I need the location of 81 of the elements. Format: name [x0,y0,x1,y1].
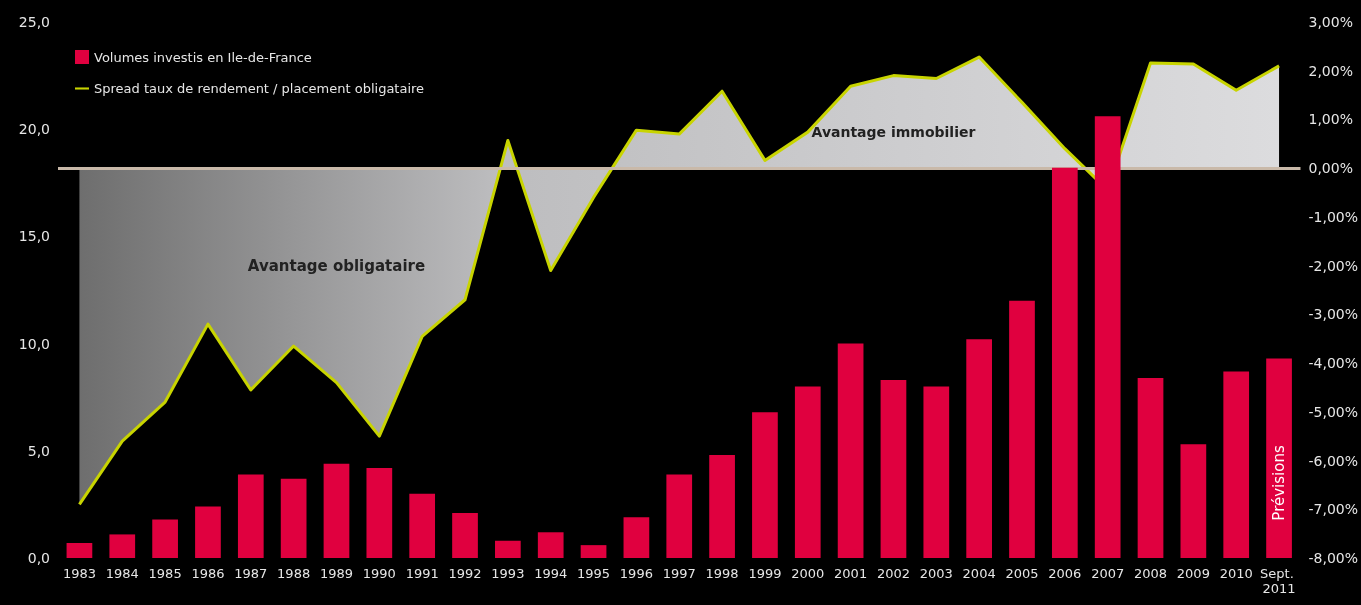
x-tick-label: 2009 [1176,566,1210,581]
bar [195,506,221,558]
x-tick-label: 1996 [619,566,653,581]
y-tick-label: 0,0 [27,550,50,566]
bar [280,478,307,558]
x-tick-label: 2007 [1091,566,1125,581]
bar [623,517,650,558]
bar [880,380,907,558]
x-tick-label: 1993 [491,566,525,581]
bar [666,474,693,558]
y2-tick-label: -5,00% [1308,403,1358,420]
bar [537,532,564,558]
x-tick-label: 1989 [319,566,354,581]
y2-tick-label: -6,00% [1308,452,1358,469]
x-tick-label: Sept. 2011 [1260,566,1298,596]
y-tick-label: 5,0 [27,442,50,459]
bar [1137,377,1164,558]
x-tick-label: 1998 [705,566,739,581]
bar [366,467,393,558]
bar [1009,300,1035,558]
x-tick-label: 2000 [791,566,825,581]
x-tick-label: 2008 [1133,566,1168,581]
y2-tick-label: -2,00% [1308,257,1358,274]
annotation: Avantage immobilier [811,123,976,140]
x-tick-label: 1988 [277,566,311,581]
bar [66,542,93,558]
y2-tick-label: 3,00% [1308,14,1353,30]
legend-label: Spread taux de rendement / placement obligataire [94,81,425,96]
bar [152,519,178,558]
y-tick-label: 15,0 [18,228,50,245]
y-tick-label: 10,0 [18,335,50,352]
y2-tick-label: -3,00% [1308,306,1358,323]
x-tick-label: 2010 [1219,566,1253,581]
x-tick-label: 1990 [362,566,396,581]
y2-tick-label: -7,00% [1308,501,1358,518]
bar [966,339,992,558]
x-tick-label: 2006 [1048,566,1082,581]
y2-tick-label: 0,00% [1308,160,1353,177]
bar [495,540,521,558]
x-tick-label: 1983 [62,566,96,581]
y2-tick-label: -4,00% [1308,355,1358,372]
x-tick-label: 1986 [191,566,225,581]
annotation: Avantage obligataire [247,256,426,275]
bar [409,493,436,558]
bar [1266,358,1292,558]
y2-tick-label: 1,00% [1308,111,1353,128]
bar [794,386,821,558]
bar [1223,371,1250,558]
x-tick-label: 1997 [662,566,696,581]
x-tick-label: 2004 [962,566,996,581]
x-tick-label: 2001 [834,566,868,581]
bar [923,386,950,558]
y2-tick-label: -8,00% [1308,550,1358,566]
bar [709,455,735,558]
bar [452,512,478,558]
bar [1094,116,1121,558]
y-tick-label: 20,0 [18,121,50,138]
bar [109,534,136,558]
y-tick-label: 25,0 [18,14,50,30]
bar [1180,444,1207,558]
bar [752,412,778,558]
x-tick-label: 1984 [105,566,139,581]
x-tick-label: 1987 [234,566,268,581]
x-tick-label: 2005 [1005,566,1039,581]
x-tick-label: 2002 [876,566,910,581]
x-tick-label: 2003 [919,566,953,581]
x-tick-label: 1992 [448,566,482,581]
bar [1051,167,1078,558]
bar [580,545,607,558]
x-tick-label: 1991 [405,566,439,581]
x-tick-label: 1999 [748,566,782,581]
x-tick-label: 1995 [577,566,611,581]
bar [237,474,264,558]
legend-label: Volumes investis en Ile-de-France [94,49,312,65]
y2-tick-label: -1,00% [1308,208,1358,225]
x-tick-label: 1994 [534,566,568,581]
y2-tick-label: 2,00% [1308,62,1353,79]
annotation: Prévisions [1270,445,1289,521]
bar [323,463,350,558]
x-tick-label: 1985 [148,566,182,581]
bar [837,343,864,558]
